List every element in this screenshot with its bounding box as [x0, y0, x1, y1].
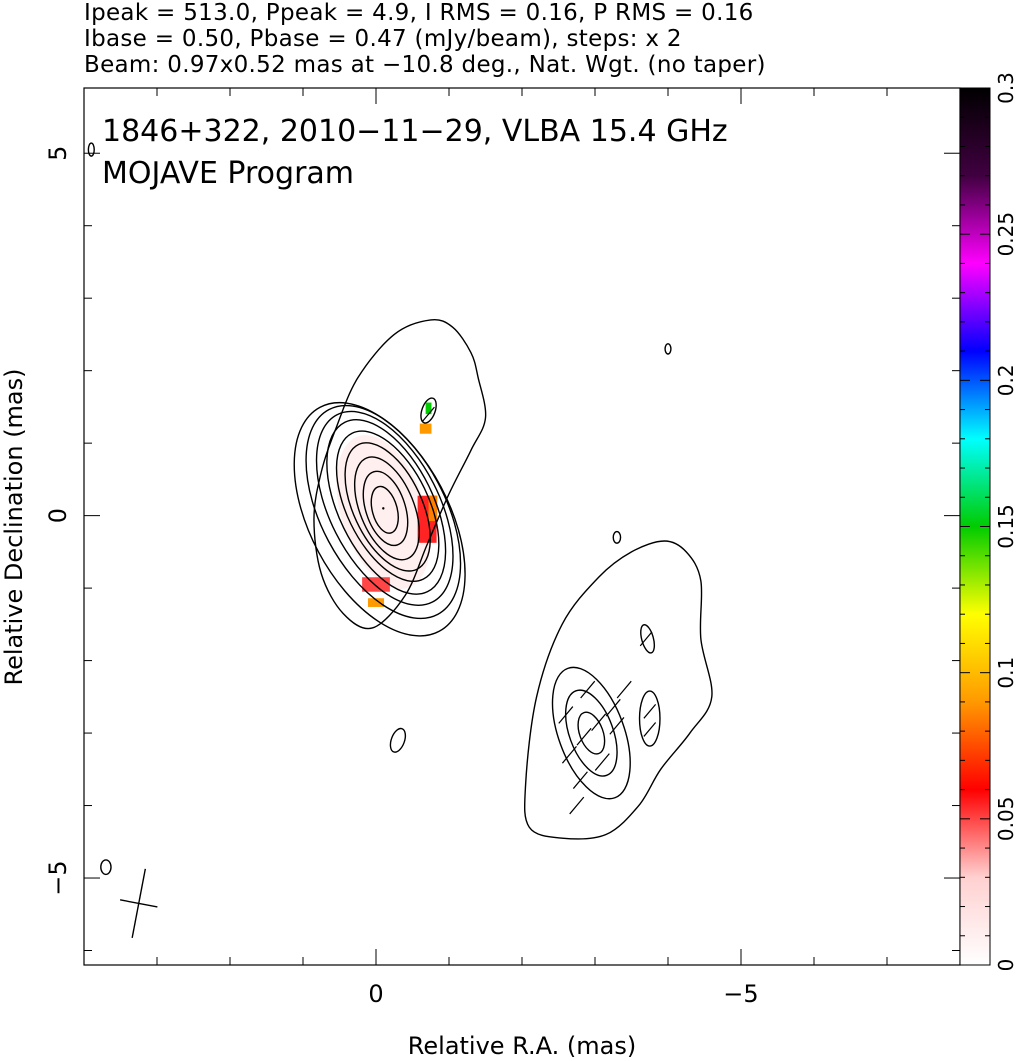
header-line-2: Ibase = 0.50, Pbase = 0.47 (mJy/beam), s…	[84, 26, 682, 52]
evpa-tick-8	[609, 717, 625, 735]
small-contour-4	[612, 530, 622, 544]
core-contour-3	[326, 419, 447, 595]
core-contour-7	[362, 470, 409, 547]
core-peak-mark	[382, 507, 385, 510]
evpa-tick-2	[605, 698, 621, 717]
plot-subtitle: MOJAVE Program	[102, 156, 354, 191]
colorbar: 0 0.05 0.1 0.15 0.2 0.25 0.3	[959, 72, 1018, 972]
core-outer-contour	[313, 318, 487, 630]
colorbar-tick-label: 0.15	[994, 504, 1018, 549]
jet-knot-contour-1	[564, 689, 618, 777]
colorbar-tick-label: 0.3	[994, 72, 1018, 104]
pol-pixel-2	[367, 598, 385, 607]
header-line-1: Ipeak = 513.0, Ppeak = 4.9, I RMS = 0.16…	[84, 0, 754, 26]
colorbar-tick-label: 0	[994, 959, 1018, 972]
small-contour-1	[640, 624, 656, 654]
x-tick-label: 0	[368, 980, 383, 1008]
core-contour-1	[305, 404, 462, 620]
pol-pixel-5	[419, 423, 432, 434]
jet-outer-contour	[523, 540, 713, 840]
jet-knot-contour-2	[577, 711, 606, 755]
core-contour-2	[315, 410, 454, 606]
colorbar-tick-label: 0.25	[994, 212, 1018, 257]
core-contour-0	[293, 401, 466, 637]
evpa-tick-13	[643, 703, 657, 719]
plot-title: 1846+322, 2010−11−29, VLBA 15.4 GHz	[102, 114, 728, 149]
y-tick-label: 0	[44, 508, 72, 523]
pol-pixel-6	[425, 402, 432, 415]
contour-layer	[87, 142, 713, 876]
evpa-tick-1	[616, 680, 632, 699]
core-contour-6	[353, 456, 420, 561]
evpa-tick-5	[561, 746, 577, 764]
y-tick-label: −5	[44, 860, 72, 895]
evpa-tick-9	[558, 706, 574, 724]
core-contour-8	[370, 485, 399, 534]
colorbar-tick-label: 0.1	[994, 657, 1018, 689]
jet-knot-contour-0	[551, 666, 631, 800]
x-axis-title: Relative R.A. (mas)	[408, 1032, 636, 1060]
evpa-tick-4	[576, 727, 592, 746]
x-tick-label: −5	[723, 980, 758, 1008]
small-contour-5	[664, 343, 672, 355]
small-contour-7	[100, 859, 112, 876]
y-axis-title: Relative Declination (mas)	[0, 368, 28, 685]
colorbar-tick-label: 0.2	[994, 364, 1018, 396]
evpa-tick-12	[639, 631, 653, 647]
evpa-tick-11	[569, 796, 585, 815]
evpa-tick-0	[422, 406, 435, 422]
plot-frame	[83, 87, 961, 966]
small-contour-3	[389, 727, 407, 753]
y-tick-label: 5	[44, 146, 72, 161]
small-contour-6	[87, 142, 95, 157]
header-line-3: Beam: 0.97x0.52 mas at −10.8 deg., Nat. …	[84, 52, 766, 78]
axis-ticks: 0 −5 5 0 −5	[44, 88, 961, 1008]
evpa-tick-14	[643, 722, 657, 737]
core-contour-5	[344, 442, 431, 572]
evpa-tick-3	[591, 713, 607, 731]
small-contour-2	[638, 690, 661, 747]
pol-pixel-1	[362, 577, 390, 592]
beam-minor-axis	[119, 899, 158, 908]
beam-layer	[119, 868, 158, 939]
evpa-tick-6	[594, 753, 610, 771]
evpa-tick-10	[580, 680, 596, 699]
evpa-tick-7	[572, 771, 588, 789]
core-contour-4	[335, 430, 440, 583]
evpa-layer	[422, 406, 657, 815]
colorbar-tick-label: 0.05	[994, 797, 1018, 842]
pol-pixel-0	[336, 435, 431, 589]
small-contour-0	[420, 397, 437, 424]
